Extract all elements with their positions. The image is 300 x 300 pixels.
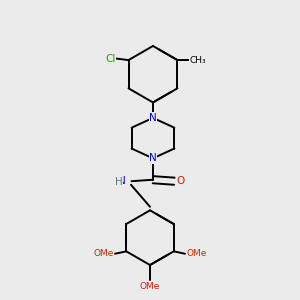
Text: OMe: OMe [140,282,160,291]
Text: O: O [177,176,185,186]
Text: Cl: Cl [105,54,115,64]
Text: H: H [115,177,123,187]
Text: CH₃: CH₃ [190,56,206,64]
Text: N: N [149,153,157,163]
Text: N: N [149,113,157,123]
Text: OMe: OMe [186,249,206,258]
Text: N: N [118,176,126,186]
Text: OMe: OMe [94,249,114,258]
